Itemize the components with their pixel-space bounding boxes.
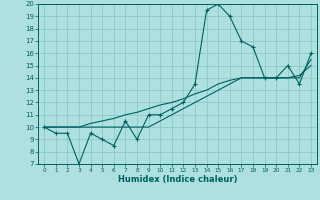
X-axis label: Humidex (Indice chaleur): Humidex (Indice chaleur) [118,175,237,184]
